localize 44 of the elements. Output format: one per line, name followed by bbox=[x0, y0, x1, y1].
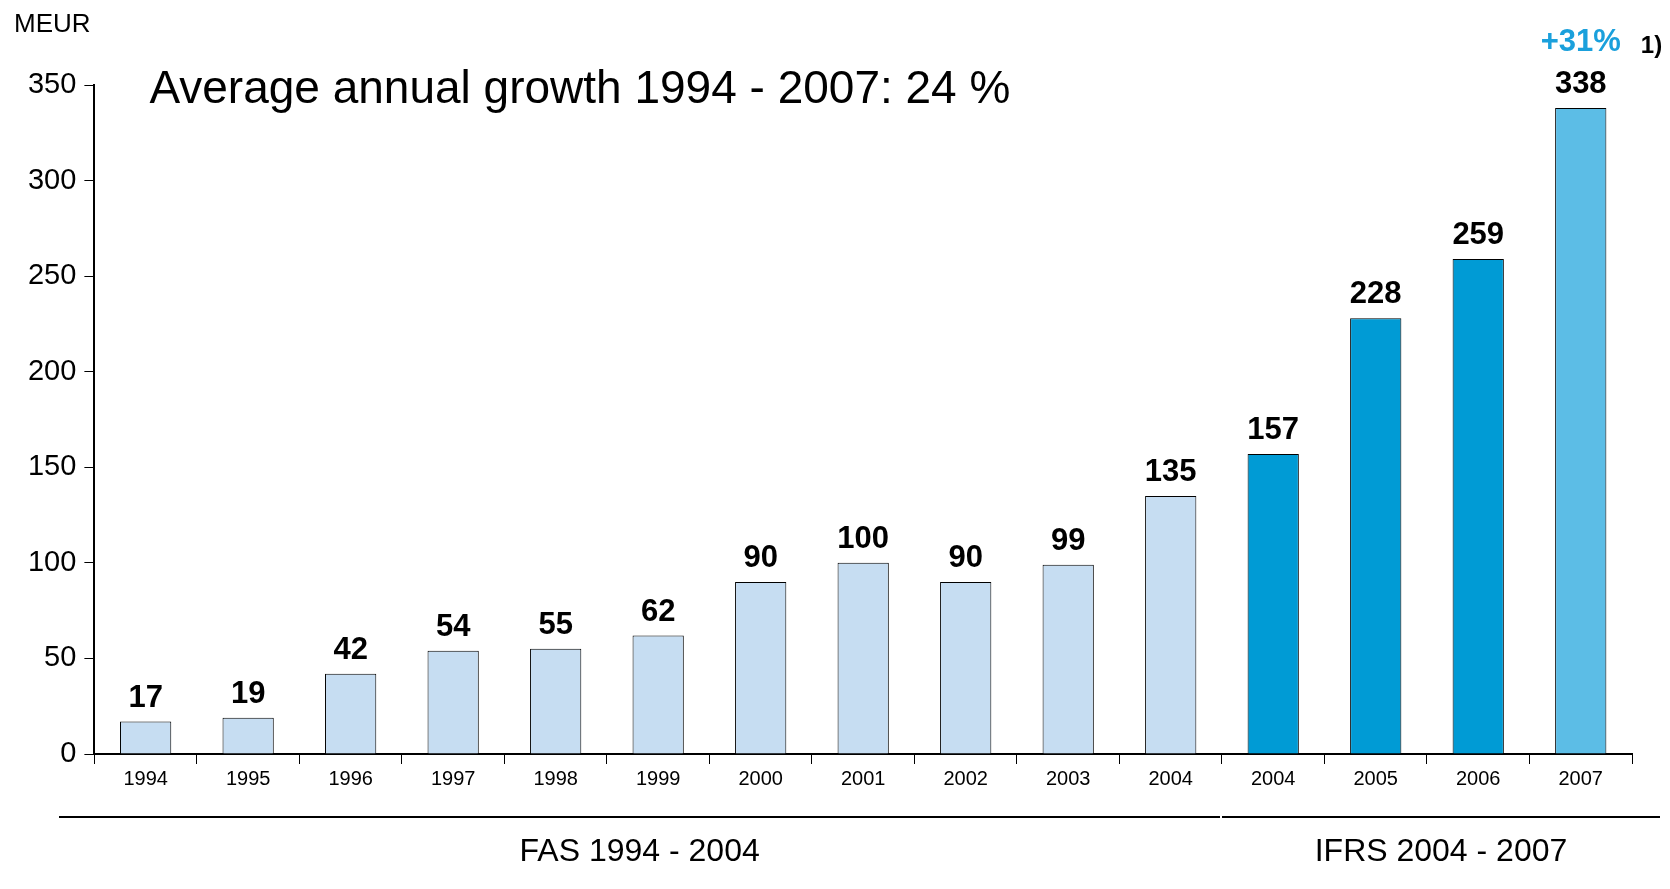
data-label: 100 bbox=[837, 519, 890, 555]
x-tick-label: 1997 bbox=[430, 766, 476, 789]
data-label: 135 bbox=[1144, 453, 1197, 488]
y-tick-label: 50 bbox=[44, 640, 77, 673]
x-tick-label: 2001 bbox=[840, 766, 886, 789]
x-tick-label: 1998 bbox=[533, 766, 578, 789]
data-label: 17 bbox=[128, 678, 163, 714]
data-label: 228 bbox=[1349, 275, 1402, 311]
data-label: 54 bbox=[435, 607, 472, 643]
x-tick-label: 2004 bbox=[1148, 766, 1193, 789]
data-label: 55 bbox=[538, 605, 573, 641]
x-tick-label: 1999 bbox=[635, 766, 681, 789]
chart-title: Average annual growth 1994 - 2007: 24 % bbox=[149, 60, 1011, 113]
x-tick-label: 2006 bbox=[1455, 766, 1501, 789]
y-tick-label: 300 bbox=[27, 162, 77, 195]
data-label: 42 bbox=[333, 630, 368, 666]
x-tick-label: 1995 bbox=[225, 766, 271, 789]
data-label: 99 bbox=[1050, 521, 1086, 557]
y-tick-label: 150 bbox=[27, 449, 77, 482]
data-label: 90 bbox=[948, 539, 983, 575]
y-tick-label: 100 bbox=[27, 544, 77, 577]
text: IFRS 2004 - 2007 bbox=[1314, 832, 1568, 869]
data-label: 62 bbox=[640, 592, 676, 628]
data-label: 19 bbox=[230, 674, 266, 710]
text: FAS 1994 - 2004 bbox=[519, 832, 760, 869]
x-tick-label: 1996 bbox=[328, 766, 373, 789]
y-tick-label: 200 bbox=[27, 353, 77, 386]
x-tick-label: 1994 bbox=[123, 766, 168, 789]
y-tick-label: 0 bbox=[60, 736, 77, 768]
y-tick-label: 250 bbox=[27, 258, 77, 291]
x-tick-label: 2003 bbox=[1045, 766, 1091, 789]
data-label: 157 bbox=[1247, 410, 1300, 446]
x-tick-label: 2002 bbox=[943, 766, 988, 789]
data-label: 338 bbox=[1554, 64, 1607, 100]
x-tick-label: 2000 bbox=[738, 766, 783, 789]
y-tick-label: 350 bbox=[27, 67, 77, 99]
x-tick-label: 2004 bbox=[1250, 766, 1296, 789]
y-axis-title: MEUR bbox=[14, 8, 91, 39]
data-label: 259 bbox=[1452, 215, 1505, 251]
text: 1) bbox=[1640, 30, 1663, 58]
annotation: +31% bbox=[1540, 22, 1621, 58]
x-tick-label: 2005 bbox=[1353, 766, 1398, 789]
x-tick-label: 2007 bbox=[1558, 766, 1603, 789]
data-label: 90 bbox=[743, 539, 778, 575]
